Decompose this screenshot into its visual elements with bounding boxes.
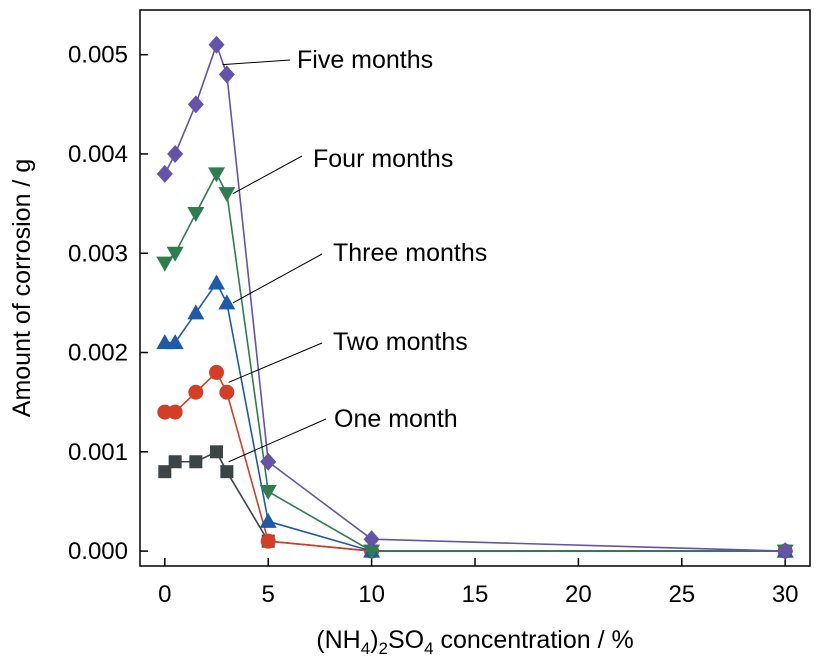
x-tick-label: 5 (262, 581, 275, 608)
series-line-three-months (164, 281, 786, 552)
data-point-two-months (219, 384, 235, 400)
data-point-five-months (260, 452, 277, 471)
annotation-label-four-months: Four months (313, 145, 453, 173)
x-tick-label: 25 (668, 581, 695, 608)
annotation-leader-four-months (232, 155, 303, 195)
annotation-leader-two-months (228, 342, 323, 383)
data-point-five-months (167, 144, 184, 163)
series-two-months (157, 364, 793, 559)
annotation-layer: Five months Four months Three months Two mo… (222, 46, 487, 463)
data-point-one-month (220, 465, 234, 479)
data-point-one-month (189, 455, 203, 469)
x-tick-label: 0 (158, 581, 171, 608)
data-point-four-months (208, 167, 226, 183)
data-point-two-months (260, 533, 276, 549)
data-point-one-month (210, 445, 224, 459)
series-one-month (158, 445, 792, 558)
annotation-label-two-months: Two months (333, 328, 468, 356)
data-point-five-months (777, 542, 794, 561)
series-layer (156, 35, 794, 561)
annotation-label-one-month: One month (334, 405, 458, 433)
data-point-two-months (167, 404, 183, 420)
y-tick-label: 0.005 (68, 42, 128, 69)
annotation-leader-three-months (232, 253, 323, 304)
data-point-four-months (259, 485, 277, 501)
data-point-one-month (158, 465, 172, 479)
data-point-two-months (209, 364, 225, 380)
data-point-five-months (208, 35, 225, 54)
data-point-four-months (363, 544, 381, 560)
y-tick-label: 0.002 (68, 340, 128, 367)
series-line-four-months (164, 172, 786, 552)
series-four-months (156, 167, 794, 560)
data-point-three-months (166, 334, 184, 350)
data-point-four-months (218, 187, 236, 203)
annotation-leader-one-month (228, 418, 327, 463)
y-axis-label: Amount of corrosion / g (8, 159, 36, 417)
y-tick-label: 0.004 (68, 141, 128, 168)
y-tick-label: 0.003 (68, 240, 128, 267)
data-point-four-months (156, 256, 174, 272)
data-point-three-months (259, 512, 277, 528)
data-point-two-months (188, 384, 204, 400)
x-tick-label: 30 (772, 581, 799, 608)
data-point-five-months (187, 95, 204, 114)
data-point-four-months (187, 207, 205, 223)
data-point-three-months (218, 294, 236, 310)
annotation-label-three-months: Three months (333, 239, 487, 267)
series-five-months (156, 35, 794, 561)
annotation-label-five-months: Five months (297, 46, 433, 74)
annotation-leader-five-months (222, 59, 291, 66)
x-tick-label: 20 (565, 581, 592, 608)
y-axis: 0.000 0.001 0.002 0.003 0.004 0.005 (68, 42, 148, 565)
y-tick-label: 0.001 (68, 439, 128, 466)
x-tick-label: 10 (358, 581, 385, 608)
data-point-two-months (157, 404, 173, 420)
data-point-one-month (168, 455, 182, 469)
data-point-five-months (363, 530, 380, 549)
data-point-four-months (166, 246, 184, 262)
data-point-three-months (208, 274, 226, 290)
data-point-five-months (156, 164, 173, 183)
x-axis: 0 5 10 15 20 25 30 (158, 558, 799, 608)
y-tick-label: 0.000 (68, 538, 128, 565)
series-line-five-months (164, 42, 786, 552)
x-axis-label: (NH4)2SO4 concentration / % (316, 626, 633, 658)
data-point-three-months (187, 304, 205, 320)
x-tick-label: 15 (462, 581, 489, 608)
data-point-five-months (218, 65, 235, 84)
